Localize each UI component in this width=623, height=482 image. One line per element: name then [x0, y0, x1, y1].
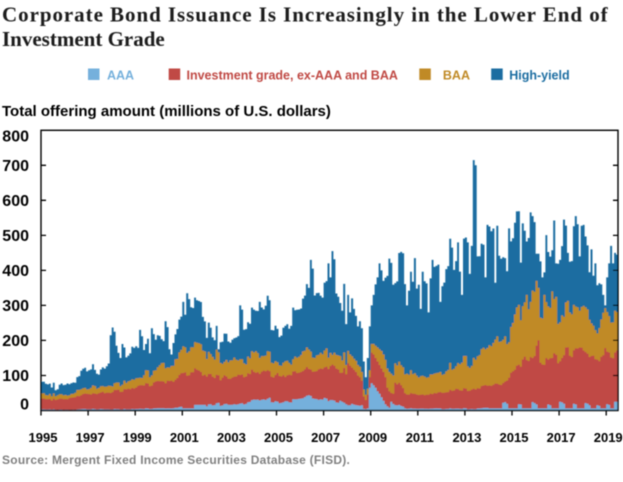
svg-text:2001: 2001 — [170, 430, 199, 445]
svg-text:2007: 2007 — [311, 430, 340, 445]
svg-text:700: 700 — [2, 158, 29, 175]
svg-text:2019: 2019 — [594, 430, 623, 445]
svg-text:2009: 2009 — [358, 430, 387, 445]
svg-text:High-yield: High-yield — [509, 69, 569, 83]
svg-text:600: 600 — [2, 193, 29, 210]
svg-text:2003: 2003 — [217, 430, 246, 445]
svg-text:Total offering amount (million: Total offering amount (millions of U.S. … — [2, 103, 331, 120]
svg-text:800: 800 — [2, 129, 29, 146]
svg-text:0: 0 — [20, 397, 29, 414]
svg-text:Investment Grade: Investment Grade — [2, 27, 165, 51]
svg-text:BAA: BAA — [443, 69, 470, 83]
svg-text:2017: 2017 — [547, 430, 576, 445]
svg-text:2005: 2005 — [264, 430, 293, 445]
svg-text:2013: 2013 — [452, 430, 481, 445]
svg-text:1997: 1997 — [76, 430, 105, 445]
svg-text:Investment grade, ex-AAA and B: Investment grade, ex-AAA and BAA — [187, 69, 398, 83]
svg-text:1999: 1999 — [123, 430, 152, 445]
svg-text:1995: 1995 — [29, 430, 58, 445]
svg-text:100: 100 — [2, 368, 29, 385]
svg-text:400: 400 — [2, 263, 29, 280]
svg-text:Corporate Bond Issuance Is Inc: Corporate Bond Issuance Is Increasingly … — [2, 3, 609, 27]
svg-text:2015: 2015 — [500, 430, 529, 445]
svg-text:200: 200 — [2, 333, 29, 350]
svg-text:500: 500 — [2, 228, 29, 245]
svg-text:AAA: AAA — [107, 69, 134, 83]
svg-text:Source: Mergent Fixed Income S: Source: Mergent Fixed Income Securities … — [2, 453, 350, 467]
svg-text:2011: 2011 — [406, 430, 434, 445]
svg-text:300: 300 — [2, 298, 29, 315]
